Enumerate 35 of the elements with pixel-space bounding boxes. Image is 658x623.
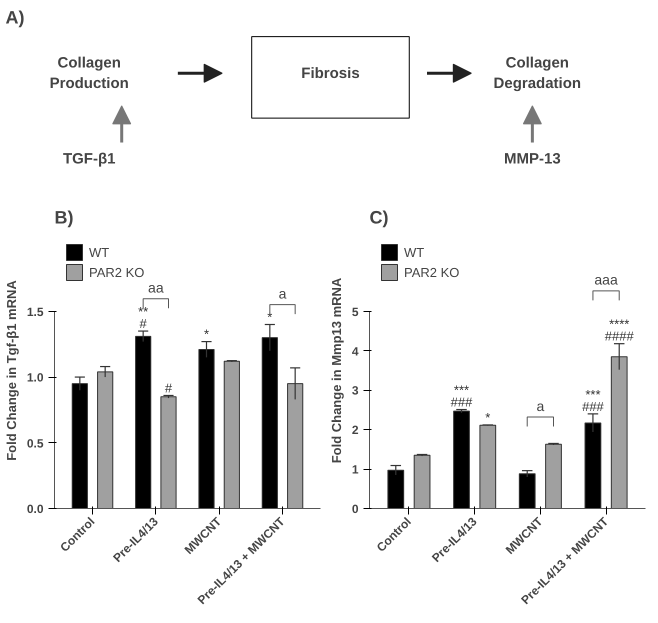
y-tick-label: 1.0: [26, 370, 44, 385]
text: Collagen Production: [50, 54, 129, 92]
text: aa: [148, 280, 164, 296]
text: Collagen Degradation: [494, 54, 582, 92]
legend-label: PAR2 KO: [89, 264, 144, 280]
y-tick-label: 2: [352, 423, 359, 438]
data-label: *** ###: [450, 382, 474, 410]
data-label: #: [164, 380, 173, 396]
y-tick-label: 0.5: [26, 436, 44, 450]
text: A): [6, 8, 24, 28]
data-label: *: [204, 326, 210, 342]
y-tick-label: 0.0: [26, 502, 44, 516]
text: TGF-β1: [62, 150, 116, 168]
legend-label: WT: [404, 244, 424, 260]
chart-title: B): [54, 208, 74, 228]
y-axis-title: Fold Change in Tgf-β1 mRNA: [4, 280, 19, 461]
text: a: [278, 286, 287, 302]
data-label: **** ####: [604, 316, 634, 344]
annotation: a: [536, 398, 544, 414]
text: MMP-13: [504, 150, 561, 168]
data-label: ** #: [138, 304, 148, 332]
y-axis-title: Fold Change in Mmp13 mRNA: [328, 277, 344, 464]
y-tick-label: 0: [352, 502, 359, 516]
legend-label: PAR2 KO: [404, 264, 460, 280]
legend-label: WT: [89, 244, 110, 260]
y-tick-label: 1: [352, 462, 359, 477]
chart-title: C): [370, 208, 388, 228]
text: Fibrosis: [301, 64, 360, 82]
y-tick-label: 5: [352, 304, 359, 319]
y-tick-label: 3: [352, 384, 359, 398]
y-tick-label: 4: [352, 344, 359, 358]
data-label: *** ###: [582, 386, 605, 414]
y-tick-label: 1.5: [26, 304, 44, 319]
text: aaa: [594, 272, 618, 288]
data-label: *: [485, 410, 490, 425]
